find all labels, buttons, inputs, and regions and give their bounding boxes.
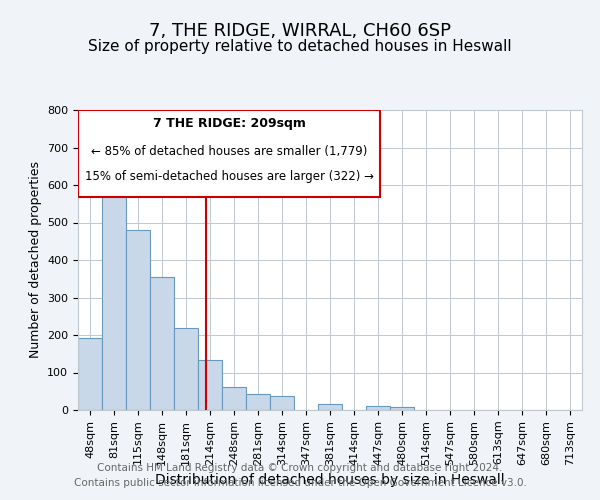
Bar: [174, 328, 198, 410]
Text: 15% of semi-detached houses are larger (322) →: 15% of semi-detached houses are larger (…: [85, 170, 374, 183]
Text: Contains HM Land Registry data © Crown copyright and database right 2024.
Contai: Contains HM Land Registry data © Crown c…: [74, 462, 526, 487]
Bar: [318, 404, 342, 410]
Bar: [198, 360, 222, 410]
Y-axis label: Number of detached properties: Number of detached properties: [29, 162, 41, 358]
Bar: [222, 387, 246, 410]
Bar: [246, 394, 270, 410]
Bar: [270, 396, 294, 410]
Text: ← 85% of detached houses are smaller (1,779): ← 85% of detached houses are smaller (1,…: [91, 144, 367, 158]
Bar: [366, 406, 390, 410]
FancyBboxPatch shape: [78, 110, 380, 197]
Bar: [78, 338, 102, 410]
Bar: [390, 407, 414, 410]
Bar: [150, 277, 174, 410]
Text: 7, THE RIDGE, WIRRAL, CH60 6SP: 7, THE RIDGE, WIRRAL, CH60 6SP: [149, 22, 451, 40]
X-axis label: Distribution of detached houses by size in Heswall: Distribution of detached houses by size …: [155, 473, 505, 487]
Text: 7 THE RIDGE: 209sqm: 7 THE RIDGE: 209sqm: [153, 118, 305, 130]
Bar: [126, 230, 150, 410]
Bar: [102, 190, 126, 410]
Text: Size of property relative to detached houses in Heswall: Size of property relative to detached ho…: [88, 38, 512, 54]
